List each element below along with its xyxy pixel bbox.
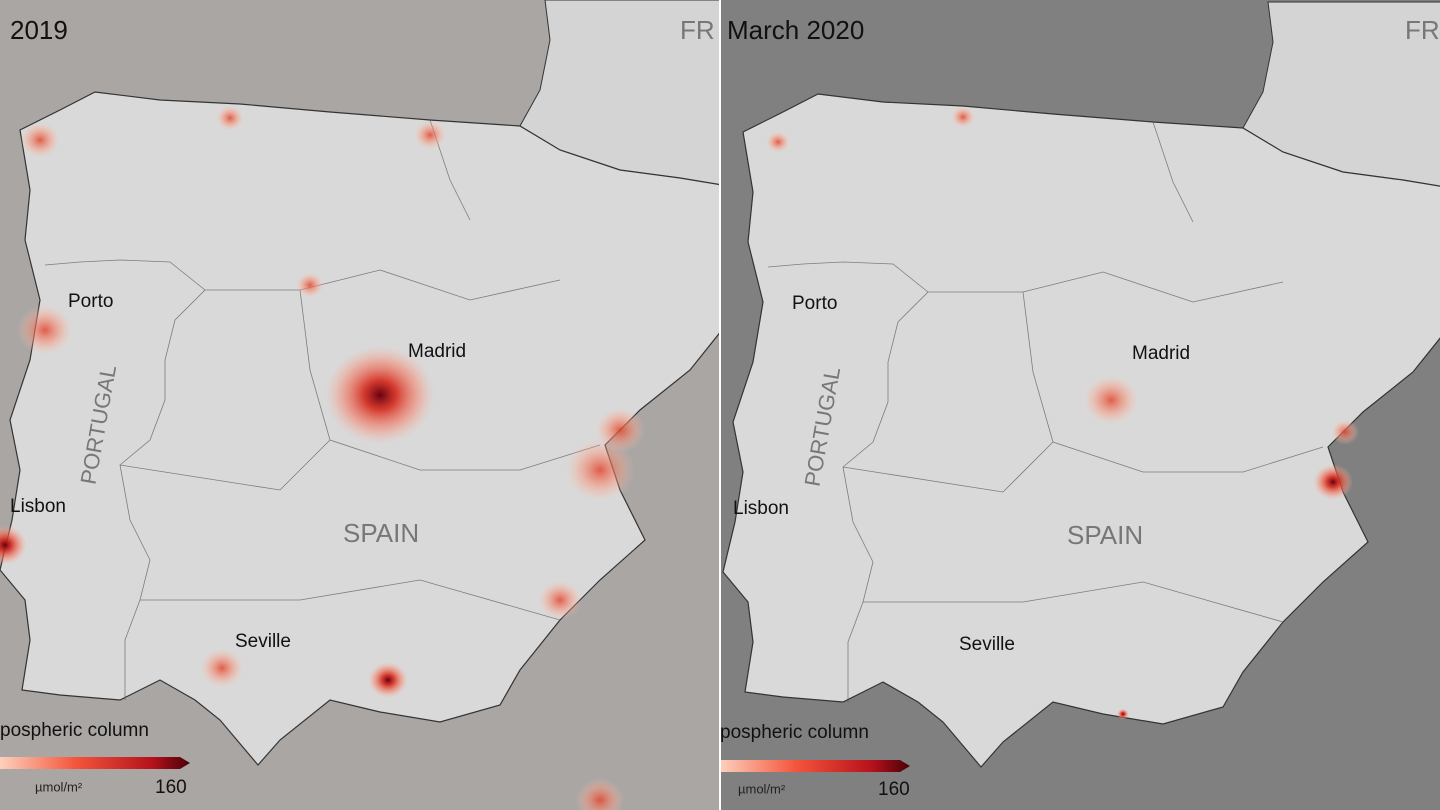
no2-hotspot	[595, 407, 645, 453]
legend-scale	[720, 760, 910, 772]
panel-title: 2019	[10, 15, 68, 45]
place-label: FR	[680, 15, 715, 45]
legend-unit: µmol/m²	[35, 779, 83, 794]
place-label: Seville	[959, 634, 1015, 655]
place-label: FR	[1405, 15, 1440, 45]
legend-unit: µmol/m²	[738, 781, 786, 796]
place-label: Seville	[235, 631, 291, 652]
legend-max: 160	[155, 777, 187, 798]
no2-hotspot	[1083, 374, 1139, 426]
no2-hotspot	[565, 438, 635, 502]
geography	[0, 0, 720, 810]
legend-title: pospheric column	[0, 720, 149, 741]
no2-hotspot	[766, 131, 790, 153]
no2-hotspot	[20, 122, 60, 158]
no2-hotspot	[1331, 419, 1359, 445]
place-label: Porto	[68, 291, 113, 312]
no2-hotspot	[1117, 708, 1129, 720]
no2-hotspot	[368, 662, 408, 698]
no2-hotspot	[17, 304, 73, 356]
no2-hotspot	[538, 580, 582, 620]
place-label: Lisbon	[733, 498, 789, 519]
no2-hotspot	[200, 648, 244, 688]
legend-scale	[0, 757, 190, 769]
no2-hotspot	[325, 345, 435, 445]
place-label: Porto	[792, 293, 837, 314]
no2-hotspot	[296, 272, 324, 298]
place-label: Madrid	[408, 341, 466, 362]
no2-hotspot	[576, 778, 624, 810]
place-label: Lisbon	[10, 496, 66, 517]
panel: 2019 FRPortoMadridLisbonSevilleSPAINPORTU…	[0, 0, 720, 810]
panel-title: March 2020	[727, 15, 864, 45]
no2-hotspot	[1313, 464, 1353, 500]
geography	[722, 1, 1440, 768]
legend-max: 160	[878, 779, 910, 800]
no2-hotspot	[414, 120, 446, 150]
place-label: SPAIN	[1067, 520, 1143, 550]
panel: March 2020 FR Porto Madrid Lisbon Seville SPAI…	[720, 0, 1440, 810]
no2-hotspot	[216, 105, 244, 131]
no2-hotspot	[951, 106, 975, 128]
legend-title: pospheric column	[720, 722, 869, 743]
place-label: SPAIN	[343, 518, 419, 548]
place-label: Madrid	[1132, 343, 1190, 364]
no2-hotspot	[0, 525, 27, 565]
